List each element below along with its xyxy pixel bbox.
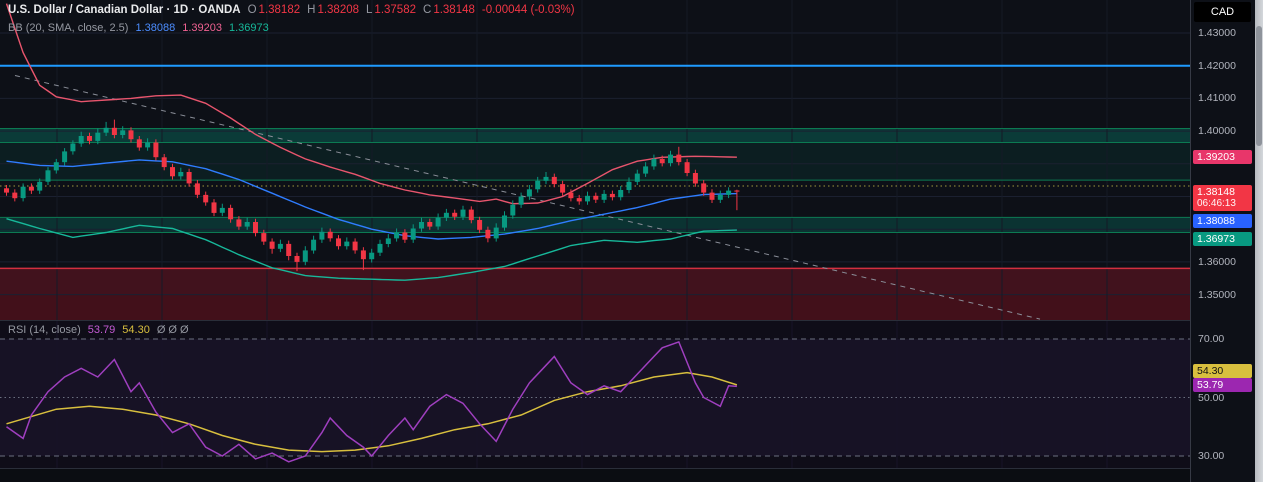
ohlc-open: O 1.38182 [247,4,301,16]
price-change: -0.00044 (-0.03%) [481,4,575,16]
price-tick-label: 1.36000 [1198,255,1236,268]
rsi-pane [0,320,1190,469]
ohlc-low: L 1.37582 [366,4,416,16]
bb-indicator-name[interactable]: BB (20, SMA, close, 2.5) [8,22,129,34]
symbol-title[interactable]: U.S. Dollar / Canadian Dollar · 1D · OAN… [8,4,241,16]
scrollbar[interactable] [1255,0,1263,482]
rsi-ma-value: 54.30 [122,324,150,336]
ohlc-high: H 1.38208 [307,4,360,16]
price-tick-label: 1.40000 [1198,125,1236,138]
bb-upper-badge: 1.39203 [1193,150,1252,164]
currency-button[interactable]: CAD [1194,2,1251,22]
bb-lower-value: 1.36973 [228,22,269,34]
bb-basis-badge: 1.38088 [1193,214,1252,228]
bb-basis-value: 1.38088 [135,22,176,34]
symbol-legend: U.S. Dollar / Canadian Dollar · 1D · OAN… [8,4,575,16]
bb-legend: BB (20, SMA, close, 2.5) 1.38088 1.39203… [8,22,269,34]
price-tick-label: 1.35000 [1198,288,1236,301]
rsi-value: 53.79 [87,324,116,336]
bb-lower-badge: 1.36973 [1193,232,1252,246]
price-tick-label: 1.42000 [1198,59,1236,72]
ohlc-close: C 1.38148 [423,4,475,16]
time-axis[interactable] [0,468,1190,482]
rsi-indicator-name[interactable]: RSI (14, close) [8,324,81,336]
last-price-badge: 1.38148 06:46:13 [1193,185,1252,211]
rsi-tick-label: 30.00 [1198,450,1225,462]
price-pane [0,0,1190,320]
scrollbar-thumb[interactable] [1256,26,1262,146]
rsi-value-badge: 53.79 [1193,378,1252,392]
price-tick-label: 1.43000 [1198,26,1236,39]
price-axis-panel[interactable]: CAD 1.43000 1.42000 1.41000 1.40000 1.36000 1… [1190,0,1255,482]
rsi-tick-label: 50.00 [1198,391,1225,404]
rsi-chart[interactable] [0,321,1190,468]
price-tick-label: 1.41000 [1198,92,1236,105]
rsi-legend: RSI (14, close) 53.79 54.30 Ø Ø Ø [8,324,189,336]
rsi-hidden-plots: Ø Ø Ø [156,324,189,336]
bb-upper-value: 1.39203 [182,22,222,34]
price-chart[interactable] [0,0,1190,320]
rsi-ma-badge: 54.30 [1193,364,1252,378]
rsi-tick-label: 70.00 [1198,333,1225,345]
